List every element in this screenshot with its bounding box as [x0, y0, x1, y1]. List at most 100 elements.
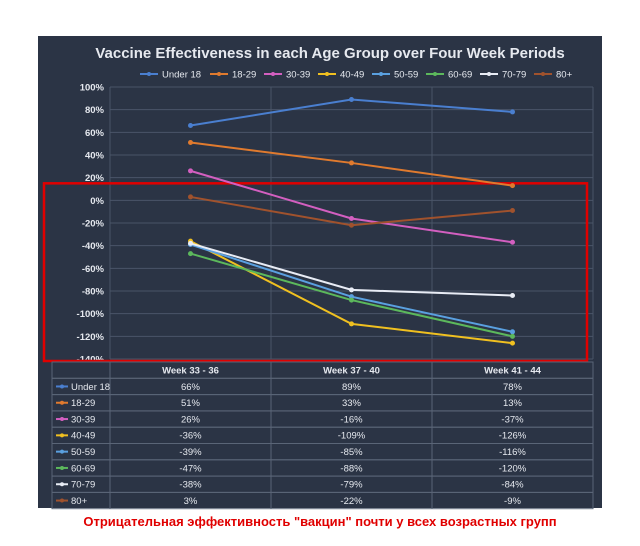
data-point-7-0: [188, 194, 193, 200]
table-cell-4-1: -85%: [340, 447, 363, 458]
data-point-6-0: [188, 240, 193, 246]
highlight-box: [42, 182, 589, 363]
table-marker-1: [60, 400, 64, 405]
data-point-0-0: [188, 123, 193, 129]
table-cell-3-1: -109%: [338, 431, 366, 442]
legend-marker-6: [487, 72, 491, 76]
data-point-3-2: [510, 340, 515, 346]
data-point-6-1: [349, 287, 354, 293]
table-cell-6-2: -84%: [501, 480, 524, 491]
table-marker-6: [60, 482, 64, 487]
table-cell-2-2: -37%: [501, 414, 524, 425]
legend-marker-3: [325, 72, 329, 76]
table-cell-6-0: -38%: [179, 480, 202, 491]
data-point-4-2: [510, 329, 515, 335]
x-category-label-1: Week 37 - 40: [323, 366, 380, 377]
legend-label-1: 18-29: [232, 70, 256, 81]
table-cell-3-0: -36%: [179, 431, 202, 442]
legend-marker-5: [433, 72, 437, 76]
table-marker-3: [60, 433, 64, 438]
legend-marker-4: [379, 72, 383, 76]
table-series-label-3: 40-49: [71, 431, 95, 442]
data-point-2-0: [188, 168, 193, 174]
y-tick-label-4: 20%: [85, 173, 105, 184]
y-tick-label-7: -40%: [82, 241, 105, 252]
data-point-6-2: [510, 293, 515, 299]
table-series-label-0: Under 18: [71, 382, 110, 393]
data-point-7-1: [349, 222, 354, 228]
table-cell-7-2: -9%: [504, 496, 521, 507]
table-cell-4-2: -116%: [499, 447, 526, 458]
caption: Отрицательная эффективность "вакцин" поч…: [83, 514, 557, 529]
data-point-1-1: [349, 160, 354, 166]
series-line-7: [190, 195, 513, 227]
y-tick-label-10: -100%: [77, 309, 105, 320]
series-line-0: [190, 98, 513, 127]
table-cell-1-0: 51%: [181, 398, 201, 409]
y-tick-label-1: 80%: [85, 105, 105, 116]
table-marker-7: [60, 498, 64, 503]
table-marker-2: [60, 417, 64, 422]
chart-panel: [38, 36, 602, 508]
data-point-0-2: [510, 109, 515, 115]
legend-label-3: 40-49: [340, 70, 364, 81]
table-cell-0-0: 66%: [181, 382, 201, 393]
data-point-1-0: [188, 140, 193, 146]
table-cell-5-2: -120%: [499, 463, 527, 474]
table-series-label-6: 70-79: [71, 480, 95, 491]
x-category-label-2: Week 41 - 44: [484, 366, 542, 377]
table-marker-4: [60, 449, 64, 454]
table-cell-2-1: -16%: [340, 414, 363, 425]
legend-marker-7: [541, 72, 545, 76]
legend-label-7: 80+: [556, 70, 573, 81]
data-point-7-2: [510, 208, 515, 214]
table-series-label-4: 50-59: [71, 447, 95, 458]
table-cell-4-0: -39%: [179, 447, 202, 458]
table-cell-0-2: 78%: [503, 382, 523, 393]
table-marker-5: [60, 465, 64, 470]
data-point-0-1: [349, 96, 354, 102]
data-point-5-1: [349, 297, 354, 303]
series-line-2: [190, 169, 513, 244]
data-point-2-2: [510, 239, 515, 245]
y-tick-label-11: -120%: [77, 332, 105, 343]
legend-label-4: 50-59: [394, 70, 418, 81]
legend-label-5: 60-69: [448, 70, 472, 81]
table-cell-3-2: -126%: [499, 431, 527, 442]
legend-marker-2: [271, 72, 275, 76]
data-point-3-1: [349, 321, 354, 327]
y-tick-label-3: 40%: [85, 151, 105, 162]
y-tick-label-6: -20%: [82, 219, 105, 230]
chart-title: Vaccine Effectiveness in each Age Group …: [95, 45, 564, 62]
data-point-5-2: [510, 333, 515, 339]
y-tick-label-9: -80%: [82, 287, 105, 298]
table-series-label-5: 60-69: [71, 463, 95, 474]
table-cell-5-1: -88%: [340, 463, 363, 474]
table-cell-0-1: 89%: [342, 382, 362, 393]
y-tick-label-0: 100%: [80, 83, 105, 94]
data-point-5-0: [188, 251, 193, 257]
table-series-label-2: 30-39: [71, 414, 95, 425]
table-cell-2-0: 26%: [181, 414, 201, 425]
y-tick-label-2: 60%: [85, 128, 105, 139]
table-cell-7-1: -22%: [340, 496, 363, 507]
legend-label-0: Under 18: [162, 70, 201, 81]
table-cell-7-0: 3%: [184, 496, 198, 507]
table-cell-6-1: -79%: [340, 480, 363, 491]
legend-marker-0: [147, 72, 151, 76]
table-marker-0: [60, 384, 64, 389]
data-point-2-1: [349, 215, 354, 221]
y-tick-label-5: 0%: [90, 196, 104, 207]
table-cell-1-1: 33%: [342, 398, 362, 409]
table-cell-1-2: 13%: [503, 398, 523, 409]
table-cell-5-0: -47%: [179, 463, 202, 474]
legend-marker-1: [217, 72, 221, 76]
y-tick-label-8: -60%: [82, 264, 105, 275]
legend-label-2: 30-39: [286, 70, 310, 81]
legend-label-6: 70-79: [502, 70, 526, 81]
table-series-label-1: 18-29: [71, 398, 95, 409]
data-point-1-2: [510, 183, 515, 189]
table-series-label-7: 80+: [71, 496, 88, 507]
x-category-label-0: Week 33 - 36: [162, 366, 219, 377]
